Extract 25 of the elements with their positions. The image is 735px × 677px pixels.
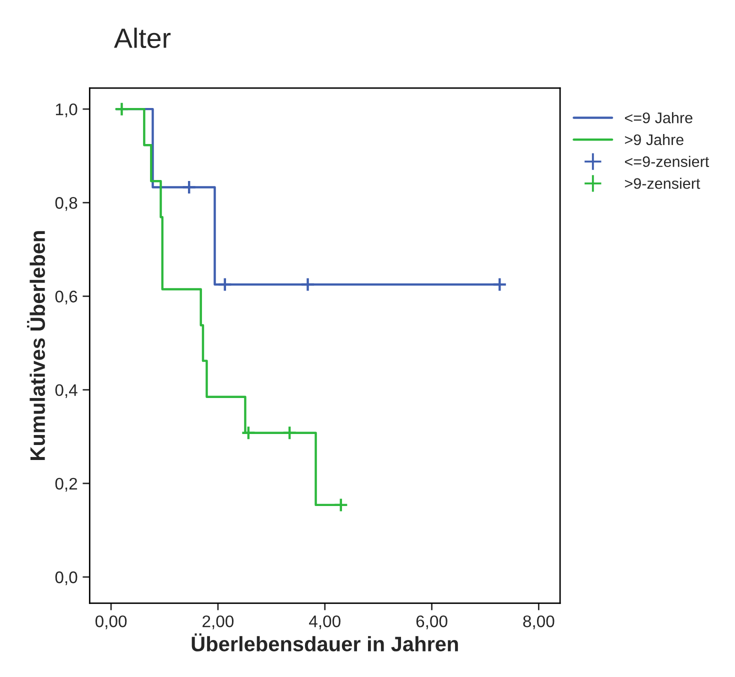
- x-tick-label: 0,00: [95, 615, 127, 630]
- y-axis-title: Kumulatives Überleben: [27, 231, 46, 460]
- y-tick-label: 0,6: [55, 290, 78, 304]
- legend-label: <=9 Jahre: [624, 112, 692, 124]
- x-tick-label: 8,00: [523, 615, 554, 630]
- x-tick-label: 4,00: [309, 615, 340, 630]
- point: [218, 277, 232, 292]
- point: [492, 277, 508, 292]
- point: [182, 180, 196, 195]
- legend-label: >9-zensiert: [624, 178, 700, 189]
- y-tick-label: 0,8: [55, 197, 78, 211]
- legend-label: <=9-zensiert: [624, 156, 710, 168]
- chart-title: Alter: [114, 28, 171, 48]
- y-tick-label: 1,0: [56, 103, 78, 118]
- x-tick-label: 6,00: [416, 615, 448, 630]
- x-axis-title: Überlebensdauer in Jahren: [192, 633, 458, 652]
- y-tick-label: 0,4: [55, 384, 78, 398]
- y-tick-label: 0,2: [55, 478, 78, 492]
- x-tick-label: 2,00: [202, 615, 234, 630]
- legend-label: >9 Jahre: [624, 134, 684, 146]
- y-tick-label: 0,0: [55, 571, 78, 586]
- point: [300, 277, 316, 292]
- point: [334, 498, 348, 512]
- point: [241, 426, 256, 440]
- point: [282, 426, 297, 440]
